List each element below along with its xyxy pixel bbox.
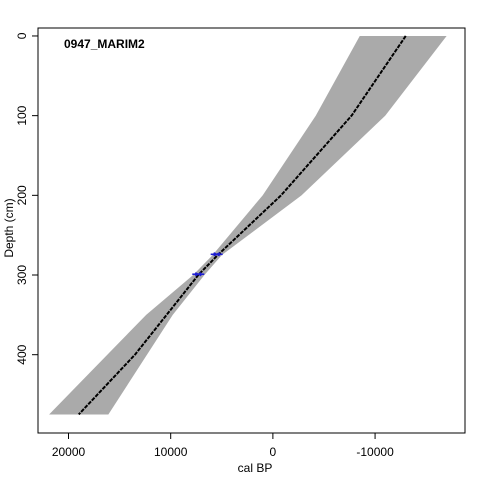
axes-layer: 20000 10000 0 -10000 0 100 200 300 400 — [15, 27, 466, 459]
x-tick-label: 20000 — [52, 445, 86, 459]
x-tick-label: 10000 — [154, 445, 188, 459]
dated-sample-marker — [192, 272, 205, 277]
y-tick-label: 200 — [15, 185, 29, 205]
chart-title: 0947_MARIM2 — [64, 37, 145, 51]
confidence-band-layer — [49, 35, 447, 415]
y-axis-label: Depth (cm) — [2, 198, 16, 257]
y-tick-label: 100 — [15, 105, 29, 125]
dated-samples-layer — [192, 252, 223, 277]
dated-sample-point — [213, 252, 220, 257]
x-axis-label: cal BP — [238, 461, 273, 475]
dated-sample-marker — [210, 252, 223, 257]
y-tick-label: 0 — [15, 32, 29, 39]
x-tick-label: -10000 — [356, 445, 394, 459]
x-tick-label: 0 — [270, 445, 277, 459]
confidence-band — [49, 35, 447, 415]
plot-border — [37, 27, 466, 434]
y-tick-label: 400 — [15, 344, 29, 364]
y-tick-label: 300 — [15, 265, 29, 285]
dated-sample-point — [194, 272, 202, 277]
